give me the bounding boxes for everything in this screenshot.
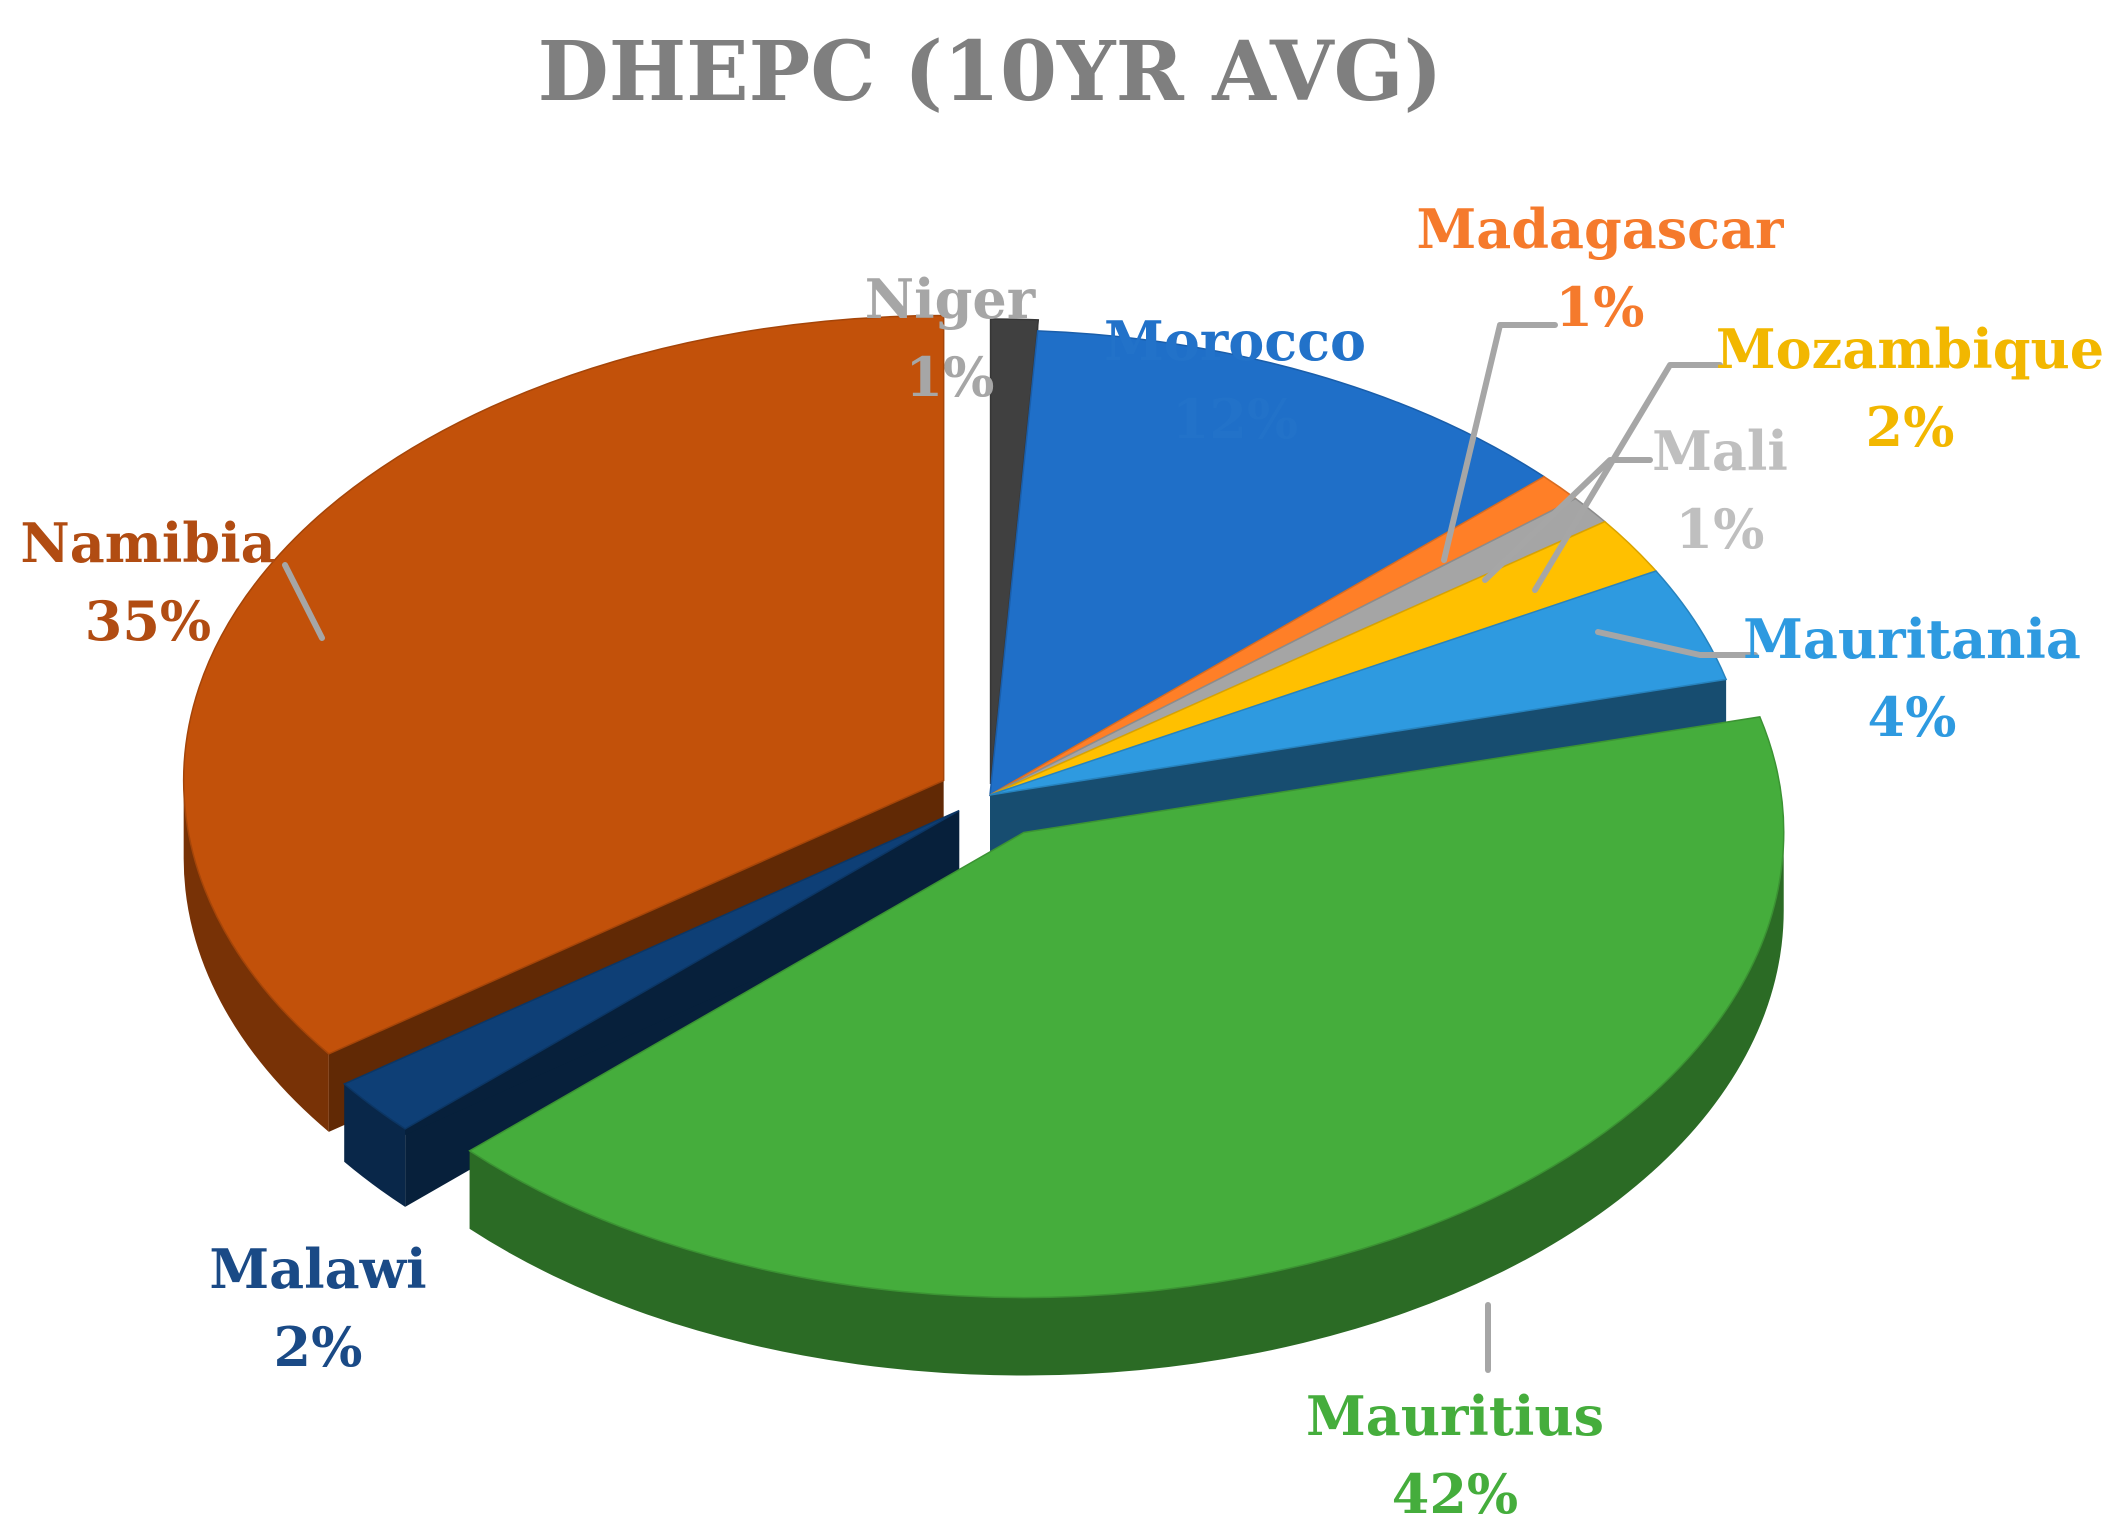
- slice-label-malawi: Malawi: [209, 1237, 426, 1301]
- chart-title: DHEPC (10YR AVG): [538, 24, 1443, 120]
- slice-malawi: [342, 809, 960, 1130]
- leader-line-mozambique: [1532, 362, 1723, 593]
- leader-line-mauritania: [1595, 629, 1758, 658]
- slice-label-mali: Mali: [1652, 419, 1788, 483]
- slice-percent-namibia: 35%: [85, 589, 211, 653]
- slice-percent-niger: 1%: [906, 345, 995, 409]
- slice-mauritius: [468, 716, 1785, 1299]
- slice-morocco: [989, 330, 1546, 797]
- slice-mauritania: [989, 570, 1728, 796]
- slice-side-namibia: [183, 780, 329, 1132]
- slice-percent-mauritius: 42%: [1392, 1462, 1518, 1526]
- slice-label-madagascar: Madagascar: [1417, 197, 1785, 261]
- slice-label-morocco: Morocco: [1104, 309, 1366, 373]
- slice-percent-mali: 1%: [1676, 497, 1765, 561]
- slice-label-mozambique: Mozambique: [1716, 317, 2104, 381]
- slice-side-malawi: [344, 1083, 406, 1207]
- slice-tops: [182, 314, 1785, 1299]
- slice-label-mauritania: Mauritania: [1743, 607, 2081, 671]
- slice-percent-madagascar: 1%: [1556, 275, 1645, 339]
- slice-percent-malawi: 2%: [274, 1315, 363, 1379]
- leader-line-namibia: [282, 562, 325, 641]
- slice-label-namibia: Namibia: [20, 511, 275, 575]
- leader-lines: [282, 322, 1758, 1373]
- slice-percent-mauritania: 4%: [1868, 685, 1957, 749]
- slice-labels: Niger 1% Morocco 12% Madagascar 1% Mali 1% Mozam…: [20, 197, 2104, 1526]
- slice-label-niger: Niger: [865, 267, 1036, 331]
- slice-side-mauritius: [469, 832, 1784, 1376]
- slice-namibia: [182, 314, 945, 1055]
- slice-percent-mozambique: 2%: [1866, 395, 1955, 459]
- slice-percent-morocco: 12%: [1172, 387, 1298, 451]
- leader-line-madagascar: [1441, 322, 1558, 563]
- slice-label-mauritius: Mauritius: [1306, 1384, 1604, 1448]
